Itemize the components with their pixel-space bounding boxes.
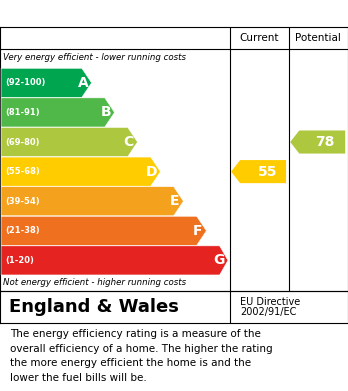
Polygon shape (1, 246, 228, 275)
Text: (39-54): (39-54) (5, 197, 40, 206)
Polygon shape (290, 131, 345, 154)
Text: (69-80): (69-80) (5, 138, 40, 147)
Polygon shape (1, 127, 137, 156)
Text: 55: 55 (258, 165, 278, 179)
Text: C: C (124, 135, 134, 149)
Polygon shape (1, 187, 183, 216)
Polygon shape (1, 98, 114, 127)
Text: (81-91): (81-91) (5, 108, 40, 117)
Text: Current: Current (239, 33, 279, 43)
Text: Energy Efficiency Rating: Energy Efficiency Rating (63, 6, 285, 21)
Text: Not energy efficient - higher running costs: Not energy efficient - higher running co… (3, 278, 186, 287)
Polygon shape (1, 157, 160, 186)
Text: 2002/91/EC: 2002/91/EC (240, 307, 296, 317)
Text: E: E (170, 194, 180, 208)
Text: (92-100): (92-100) (5, 78, 46, 87)
Text: The energy efficiency rating is a measure of the
overall efficiency of a home. T: The energy efficiency rating is a measur… (10, 329, 273, 383)
Polygon shape (231, 160, 286, 183)
Text: EU Directive: EU Directive (240, 297, 300, 307)
Polygon shape (1, 68, 92, 97)
Text: (21-38): (21-38) (5, 226, 40, 235)
Text: (1-20): (1-20) (5, 256, 34, 265)
Polygon shape (1, 216, 206, 246)
Text: England & Wales: England & Wales (9, 298, 179, 316)
Text: Potential: Potential (295, 33, 341, 43)
Text: B: B (101, 106, 111, 119)
Text: A: A (78, 76, 88, 90)
Text: F: F (193, 224, 203, 238)
Text: 78: 78 (315, 135, 334, 149)
Text: (55-68): (55-68) (5, 167, 40, 176)
Text: D: D (146, 165, 158, 179)
Text: Very energy efficient - lower running costs: Very energy efficient - lower running co… (3, 53, 186, 62)
Text: G: G (214, 253, 225, 267)
